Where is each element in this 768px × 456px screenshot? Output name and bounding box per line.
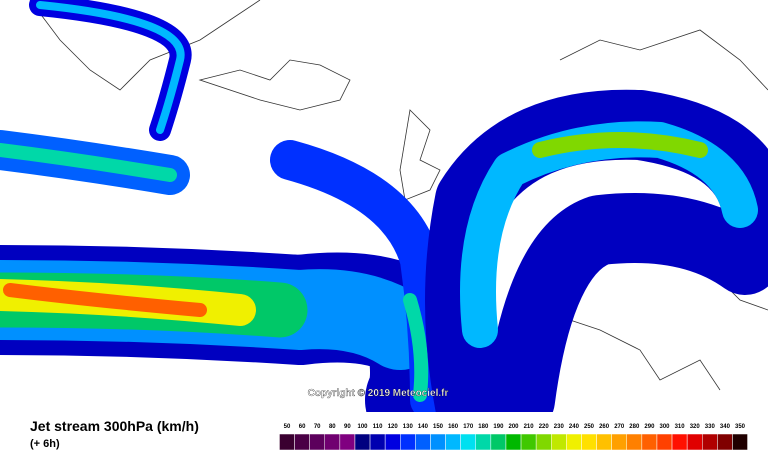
scale-swatch — [641, 433, 658, 451]
scale-label: 280 — [629, 424, 640, 430]
scale-swatch — [732, 433, 748, 451]
scale-swatch — [460, 433, 476, 451]
scale-label: 210 — [524, 424, 535, 430]
scale-label: 230 — [554, 424, 565, 430]
scale-swatch — [309, 433, 325, 451]
scale-label: 220 — [539, 424, 550, 430]
scale-swatch — [505, 433, 522, 451]
scale-label: 150 — [433, 424, 444, 430]
scale-swatch — [535, 433, 552, 451]
scale-swatch — [415, 433, 431, 451]
scale-swatch — [324, 433, 341, 451]
coastlines — [29, 0, 768, 391]
scale-label: 330 — [705, 424, 716, 430]
scale-label: 300 — [659, 424, 670, 430]
scale-swatch — [566, 433, 582, 451]
scale-label: 190 — [493, 424, 504, 430]
scale-swatch — [294, 433, 310, 451]
scale-label: 260 — [599, 424, 610, 430]
scale-swatch — [671, 433, 688, 451]
scale-swatch — [354, 433, 371, 451]
scale-label: 180 — [478, 424, 489, 430]
scale-label: 60 — [299, 424, 306, 430]
scale-label: 120 — [388, 424, 399, 430]
scale-label: 90 — [344, 424, 351, 430]
scale-swatch — [430, 433, 446, 451]
scale-swatch — [384, 433, 401, 451]
scale-label: 50 — [284, 424, 291, 430]
scale-swatch — [581, 433, 597, 451]
scale-swatch — [445, 433, 461, 451]
scale-swatch — [596, 433, 612, 451]
scale-label: 100 — [357, 424, 368, 430]
scale-label: 80 — [329, 424, 336, 430]
scale-swatch — [279, 433, 295, 451]
color-scale: 50 60 70 80 90 100 110 120 130 140 150 160 170 180 190… — [279, 424, 748, 451]
scale-swatch — [520, 433, 537, 451]
scale-swatch — [339, 433, 356, 451]
scale-label: 70 — [314, 424, 321, 430]
scale-swatch — [551, 433, 567, 451]
scale-label: 240 — [569, 424, 580, 430]
scale-swatch — [656, 433, 673, 451]
scale-label: 110 — [373, 424, 383, 430]
scale-label: 160 — [448, 424, 459, 430]
scale-label: 320 — [690, 424, 701, 430]
scale-label: 310 — [675, 424, 686, 430]
scale-label: 270 — [614, 424, 625, 430]
scale-label: 200 — [508, 424, 519, 430]
scale-swatch — [369, 433, 386, 451]
scale-swatch — [490, 433, 507, 451]
scale-label: 140 — [418, 424, 429, 430]
scale-label: 350 — [735, 424, 746, 430]
scale-label: 170 — [463, 424, 474, 430]
scale-label: 340 — [720, 424, 731, 430]
scale-swatch — [611, 433, 628, 451]
map-subtitle: (+ 6h) — [30, 438, 60, 450]
scale-label: 290 — [644, 424, 655, 430]
scale-swatch — [400, 433, 416, 451]
copyright: Copyright © 2019 Meteociel.fr — [308, 388, 449, 399]
scale-swatch — [626, 433, 643, 451]
scale-label: 130 — [403, 424, 414, 430]
scale-swatch — [702, 433, 718, 451]
scale-swatch — [475, 433, 492, 451]
map-title: Jet stream 300hPa (km/h) — [30, 418, 199, 434]
scale-label: 250 — [584, 424, 595, 430]
scale-swatch — [717, 433, 733, 451]
scale-swatch — [686, 433, 703, 451]
